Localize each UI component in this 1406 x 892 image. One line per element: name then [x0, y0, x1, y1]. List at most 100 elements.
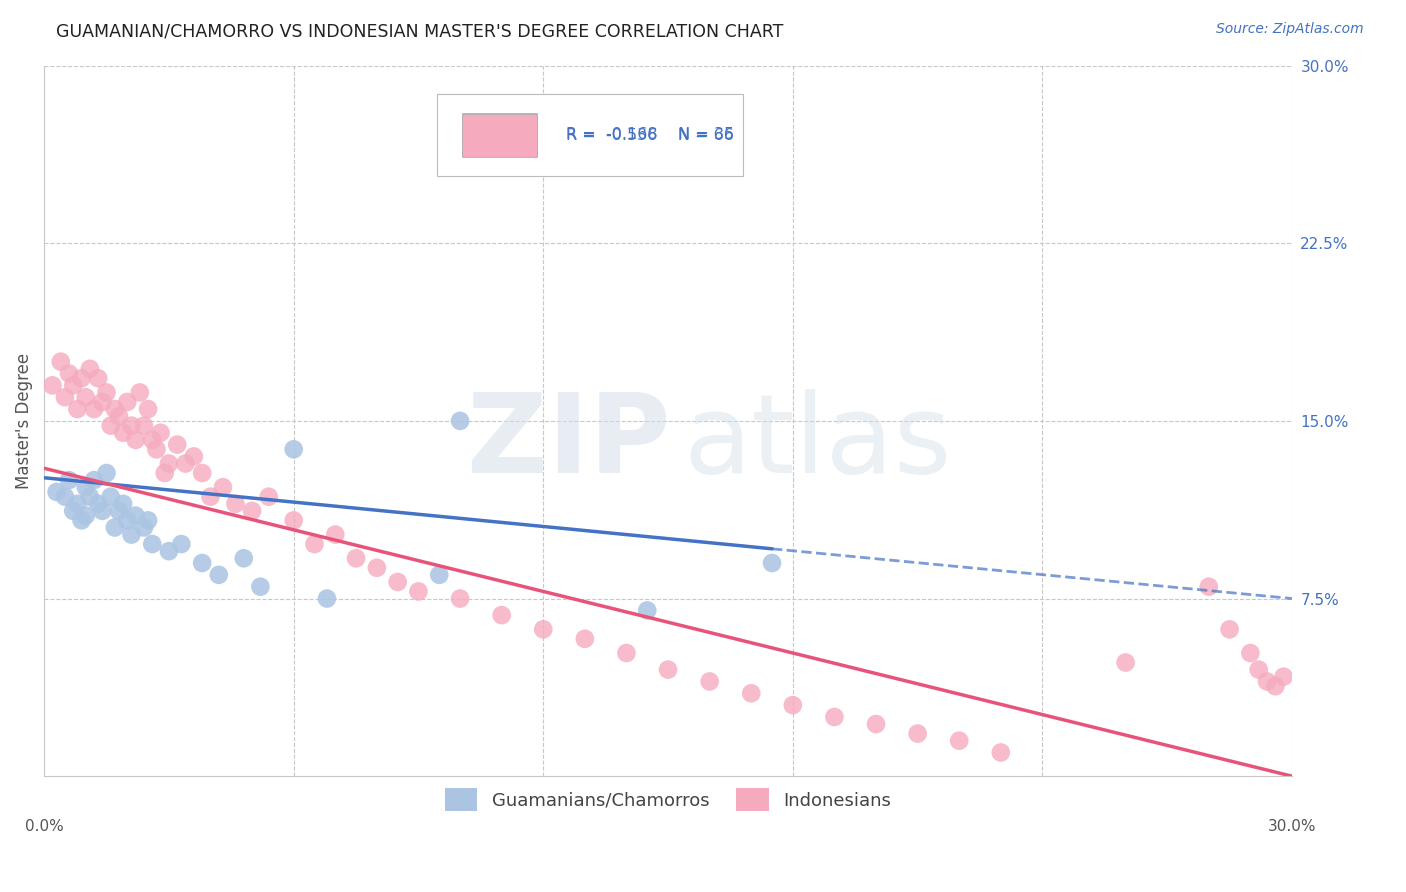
Point	[191, 556, 214, 570]
Point	[316, 591, 339, 606]
Point	[124, 433, 146, 447]
Point	[344, 551, 367, 566]
Point	[1272, 670, 1295, 684]
Text: 0.0%: 0.0%	[25, 819, 63, 834]
Point	[87, 371, 110, 385]
Point	[616, 646, 638, 660]
Point	[1247, 663, 1270, 677]
Point	[257, 490, 280, 504]
Point	[449, 414, 471, 428]
Point	[823, 710, 845, 724]
Point	[117, 513, 139, 527]
Point	[200, 490, 222, 504]
FancyBboxPatch shape	[463, 113, 537, 155]
Point	[408, 584, 430, 599]
Point	[104, 402, 127, 417]
Point	[157, 544, 180, 558]
Point	[574, 632, 596, 646]
Text: 30.0%: 30.0%	[1268, 819, 1316, 834]
Point	[41, 378, 63, 392]
Point	[132, 520, 155, 534]
Point	[128, 385, 150, 400]
Point	[141, 433, 163, 447]
Text: R =  -0.536    N = 66: R = -0.536 N = 66	[567, 128, 734, 143]
Text: ZIP: ZIP	[467, 389, 669, 496]
Point	[53, 390, 76, 404]
Point	[157, 457, 180, 471]
Point	[761, 556, 783, 570]
Point	[208, 567, 231, 582]
Text: atlas: atlas	[683, 389, 952, 496]
Point	[153, 466, 176, 480]
Point	[283, 442, 305, 457]
Point	[45, 485, 67, 500]
Point	[170, 537, 193, 551]
Point	[240, 504, 263, 518]
Point	[112, 425, 135, 440]
Text: R =  -0.168    N = 35: R = -0.168 N = 35	[567, 127, 734, 142]
Point	[1198, 580, 1220, 594]
Point	[91, 395, 114, 409]
Point	[1264, 679, 1286, 693]
Y-axis label: Master's Degree: Master's Degree	[15, 353, 32, 489]
Point	[83, 402, 105, 417]
Point	[58, 367, 80, 381]
Point	[907, 726, 929, 740]
Point	[1219, 623, 1241, 637]
Point	[121, 418, 143, 433]
Point	[782, 698, 804, 713]
Point	[183, 450, 205, 464]
Point	[191, 466, 214, 480]
Point	[387, 574, 409, 589]
Point	[865, 717, 887, 731]
Point	[174, 457, 197, 471]
Point	[91, 504, 114, 518]
FancyBboxPatch shape	[437, 94, 742, 176]
Point	[1239, 646, 1261, 660]
Point	[1256, 674, 1278, 689]
Point	[79, 361, 101, 376]
Point	[87, 497, 110, 511]
Legend: Guamanians/Chamorros, Indonesians: Guamanians/Chamorros, Indonesians	[436, 780, 900, 821]
Point	[449, 591, 471, 606]
Point	[1115, 656, 1137, 670]
Point	[75, 480, 97, 494]
Point	[132, 418, 155, 433]
Point	[166, 437, 188, 451]
Point	[212, 480, 235, 494]
Point	[657, 663, 679, 677]
Point	[96, 385, 118, 400]
Point	[699, 674, 721, 689]
Point	[990, 746, 1012, 760]
Point	[232, 551, 254, 566]
Point	[304, 537, 326, 551]
Point	[740, 686, 762, 700]
Point	[149, 425, 172, 440]
Point	[249, 580, 271, 594]
Text: Source: ZipAtlas.com: Source: ZipAtlas.com	[1216, 22, 1364, 37]
Point	[62, 504, 84, 518]
Point	[366, 560, 388, 574]
Point	[104, 520, 127, 534]
Point	[117, 395, 139, 409]
Point	[75, 508, 97, 523]
Point	[121, 527, 143, 541]
Point	[112, 497, 135, 511]
Point	[62, 378, 84, 392]
Point	[79, 490, 101, 504]
Point	[49, 354, 72, 368]
Point	[136, 402, 159, 417]
Point	[66, 402, 89, 417]
Text: GUAMANIAN/CHAMORRO VS INDONESIAN MASTER'S DEGREE CORRELATION CHART: GUAMANIAN/CHAMORRO VS INDONESIAN MASTER'…	[56, 22, 783, 40]
Point	[141, 537, 163, 551]
Point	[224, 497, 246, 511]
Point	[70, 371, 93, 385]
Point	[53, 490, 76, 504]
Point	[100, 490, 122, 504]
Point	[636, 603, 658, 617]
Point	[83, 473, 105, 487]
Point	[323, 527, 346, 541]
Point	[66, 497, 89, 511]
Point	[108, 409, 131, 424]
Point	[70, 513, 93, 527]
